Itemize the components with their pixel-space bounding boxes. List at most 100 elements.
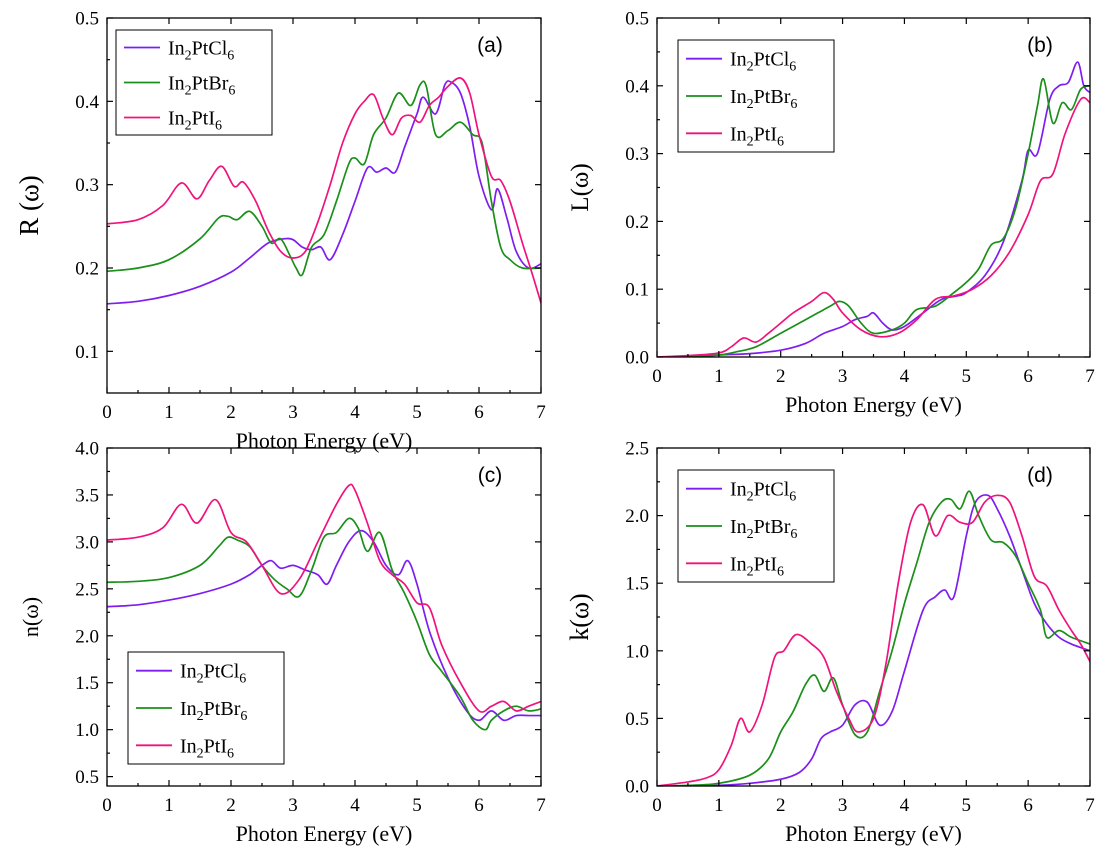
- legend-label-In2PtI6: In2PtI6: [730, 123, 784, 149]
- x-tick-label: 6: [1023, 366, 1033, 387]
- series-group: [657, 61, 1090, 357]
- y-tick-label: 0.2: [75, 259, 99, 280]
- x-tick-label: 1: [164, 402, 174, 423]
- x-tick-label: 4: [350, 795, 360, 816]
- x-axis-label: Photon Energy (eV): [785, 392, 962, 417]
- legend-label-subscript: 6: [789, 490, 796, 505]
- series-line-In2PtCl6: [107, 529, 541, 722]
- legend-label-part: PtBr: [192, 73, 229, 95]
- y-tick-label: 1.5: [625, 574, 649, 595]
- y-axis-label: n(ω): [18, 597, 43, 637]
- x-tick-label: 0: [102, 795, 112, 816]
- y-axis-label: k(ω): [565, 593, 594, 640]
- legend-label-In2PtCl6: In2PtCl6: [730, 479, 796, 505]
- legend-label-part: PtCl: [754, 49, 790, 71]
- legend-label-In2PtBr6: In2PtBr6: [730, 516, 797, 542]
- series-line-In2PtCl6: [107, 80, 541, 305]
- legend-label-subscript: 6: [790, 97, 797, 112]
- x-tick-label: 2: [226, 795, 236, 816]
- series-line-In2PtBr6: [107, 80, 541, 277]
- y-tick-label: 0.3: [75, 175, 99, 196]
- x-axis-label: Photon Energy (eV): [785, 821, 962, 846]
- legend-label-In2PtBr6: In2PtBr6: [730, 86, 797, 112]
- x-tick-label: 0: [652, 366, 662, 387]
- legend-label-subscript: 6: [215, 119, 222, 134]
- y-tick-label: 4.0: [75, 439, 99, 460]
- y-tick-label: 2.0: [75, 626, 99, 647]
- legend-label-part: PtI: [754, 123, 777, 145]
- series-group: [657, 490, 1090, 786]
- legend-label-subscript: 2: [747, 564, 754, 579]
- legend-label-subscript: 6: [227, 49, 234, 64]
- x-tick-label: 2: [776, 795, 786, 816]
- legend-label-part: In: [730, 553, 747, 575]
- series-line-In2PtBr6: [107, 517, 541, 731]
- legend-label-part: In: [730, 516, 747, 538]
- series-group: [107, 77, 541, 305]
- legend-label-part: In: [730, 86, 747, 108]
- x-tick-label: 2: [776, 366, 786, 387]
- x-tick-label: 7: [1085, 795, 1095, 816]
- x-tick-label: 1: [714, 795, 724, 816]
- legend-label-subscript: 2: [197, 709, 204, 724]
- legend-label-subscript: 6: [239, 672, 246, 687]
- series-line-In2PtI6: [107, 77, 541, 304]
- legend-label-part: PtCl: [204, 661, 240, 683]
- chart-panel-3: 0 1 2 3 4 5 6 7 0.5 1.0 1.5 2.0 2.5 3.0 3.5 4.0 Photon E…: [18, 439, 546, 847]
- panel-label: (c): [478, 464, 503, 487]
- legend-label-part: PtCl: [192, 38, 228, 60]
- legend-label-part: In: [180, 735, 197, 757]
- legend-label-subscript: 2: [185, 84, 192, 99]
- legend-label-subscript: 2: [747, 60, 754, 75]
- legend-label-part: PtBr: [754, 516, 791, 538]
- legend-label-subscript: 2: [747, 97, 754, 112]
- x-tick-label: 1: [164, 795, 174, 816]
- x-tick-label: 3: [838, 366, 848, 387]
- panel-label: (a): [477, 34, 503, 57]
- legend-label-subscript: 2: [185, 49, 192, 64]
- y-tick-label: 1.0: [625, 641, 649, 662]
- legend-label-subscript: 6: [228, 84, 235, 99]
- x-axis-label: Photon Energy (eV): [236, 428, 413, 453]
- chart-panel-4: 0 1 2 3 4 5 6 7 0.0 0.5 1.0 1.5 2.0 2.5 Photon Energy …: [565, 439, 1095, 847]
- legend-label-subscript: 2: [747, 527, 754, 542]
- x-tick-label: 6: [474, 795, 484, 816]
- x-tick-label: 0: [652, 795, 662, 816]
- legend-label-In2PtCl6: In2PtCl6: [730, 49, 796, 75]
- x-tick-label: 5: [412, 795, 422, 816]
- legend-label-part: In: [180, 698, 197, 720]
- legend-label-subscript: 6: [790, 527, 797, 542]
- y-tick-label: 0.5: [75, 9, 99, 30]
- legend-label-In2PtCl6: In2PtCl6: [180, 661, 246, 687]
- legend-label-part: In: [168, 108, 185, 130]
- legend-label-part: In: [168, 73, 185, 95]
- legend-label-In2PtBr6: In2PtBr6: [168, 73, 235, 99]
- chart-panel-2: 0 1 2 3 4 5 6 7 0.0 0.1 0.2 0.3 0.4 0.5 Photon Energy …: [567, 9, 1095, 418]
- legend-label-In2PtI6: In2PtI6: [730, 553, 784, 579]
- legend-label-subscript: 6: [777, 134, 784, 149]
- legend-label-subscript: 6: [227, 746, 234, 761]
- x-tick-label: 4: [350, 402, 360, 423]
- y-tick-label: 0.1: [75, 342, 99, 363]
- legend-label-part: PtBr: [204, 698, 241, 720]
- y-tick-label: 1.5: [75, 673, 99, 694]
- x-tick-label: 3: [288, 795, 298, 816]
- x-tick-label: 6: [1023, 795, 1033, 816]
- x-tick-label: 6: [474, 402, 484, 423]
- x-tick-label: 3: [838, 795, 848, 816]
- x-tick-label: 5: [962, 795, 972, 816]
- y-axis-label: R (ω): [14, 175, 44, 236]
- legend-label-part: PtI: [754, 553, 777, 575]
- y-tick-label: 0.5: [75, 767, 99, 788]
- y-tick-label: 3.0: [75, 532, 99, 553]
- x-axis-label: Photon Energy (eV): [236, 821, 413, 846]
- series-line-In2PtI6: [107, 483, 541, 713]
- legend-label-part: PtBr: [754, 86, 791, 108]
- y-tick-label: 0.0: [625, 777, 649, 798]
- series-line-In2PtBr6: [657, 78, 1090, 357]
- x-tick-label: 7: [1085, 366, 1095, 387]
- x-tick-label: 7: [536, 795, 546, 816]
